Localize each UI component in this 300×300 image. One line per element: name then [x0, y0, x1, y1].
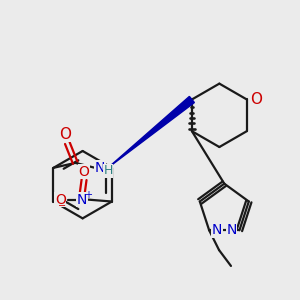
Text: N: N: [95, 161, 105, 175]
Text: N: N: [226, 223, 237, 237]
Text: N: N: [77, 193, 87, 206]
Text: N: N: [212, 223, 222, 237]
Text: O: O: [55, 193, 66, 206]
Text: O: O: [250, 92, 262, 107]
Polygon shape: [108, 96, 194, 168]
Text: O: O: [59, 127, 71, 142]
Text: H: H: [103, 164, 112, 177]
Text: +: +: [84, 190, 92, 200]
Text: −: −: [58, 202, 66, 212]
Text: O: O: [79, 165, 89, 179]
